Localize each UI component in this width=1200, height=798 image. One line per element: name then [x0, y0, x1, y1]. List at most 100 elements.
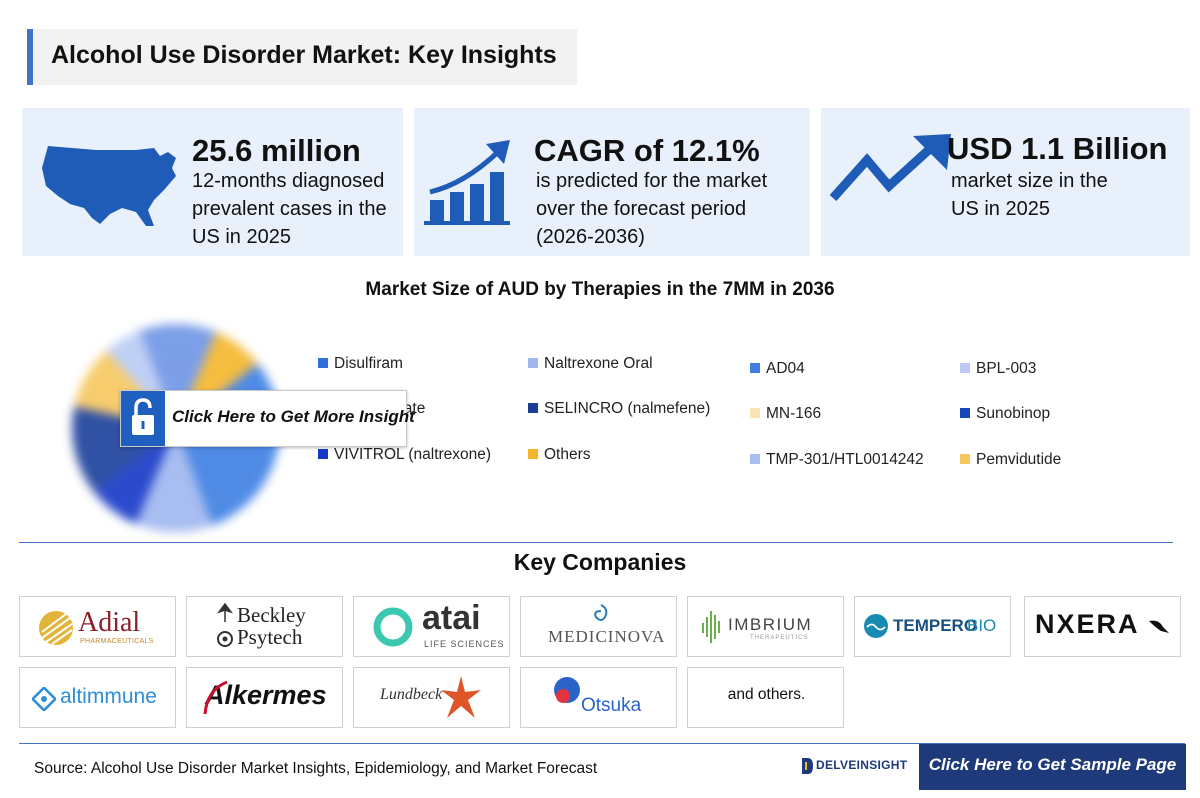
altimmune-name: altimmune [60, 685, 157, 708]
adial-sub: PHARMACEUTICALS [80, 638, 154, 645]
legend-label: MN-166 [766, 405, 822, 422]
footer-divider [19, 743, 1185, 744]
atai-name: atai [422, 599, 481, 637]
legend-swatch [318, 449, 328, 459]
logo-alkermes: Alkermes [186, 667, 343, 728]
pie-chart-svg [72, 324, 280, 532]
beckley-emblem-icon [216, 602, 234, 647]
legend-item: AD04 [750, 360, 805, 378]
imbrium-sub: THERAPEUTICS [750, 635, 809, 641]
kpi-market-size-desc: market size in the US in 2025 [951, 170, 1108, 220]
legend-swatch [528, 449, 538, 459]
adial-sun-icon [39, 611, 73, 645]
header-title-box: Alcohol Use Disorder Market: Key Insight… [27, 29, 577, 85]
legend-label: Disulfiram [334, 355, 403, 372]
logo-atai: atai LIFE SCIENCES [353, 596, 510, 657]
kpi-card-market-size: USD 1.1 Billion market size in the US in… [821, 108, 1190, 256]
otsuka-name: Otsuka [581, 695, 642, 716]
delveinsight-mark-icon [802, 758, 813, 774]
legend-item: Others [528, 446, 591, 464]
legend-item: VIVITROL (naltrexone) [318, 446, 491, 464]
legend-swatch [960, 454, 970, 464]
legend-item: BPL-003 [960, 360, 1036, 378]
growth-bar-chart-icon [424, 140, 510, 225]
chart-title: Market Size of AUD by Therapies in the 7… [365, 279, 835, 300]
lundbeck-name: Lundbeck [380, 686, 443, 703]
pie-slice [135, 428, 213, 532]
nxera-name: NXERA [1035, 609, 1140, 639]
us-map-icon [42, 146, 176, 226]
atai-ring-icon [373, 607, 413, 647]
logo-altimmune: altimmune [19, 667, 176, 728]
and-others-text: and others. [727, 686, 806, 703]
lock-icon [121, 391, 165, 446]
pie-slice [139, 324, 217, 428]
legend-label: Naltrexone Oral [544, 355, 653, 372]
medicinova-swirl-icon [594, 604, 608, 621]
legend-label: Others [544, 446, 591, 463]
tempero-bio-name: BIO [967, 616, 997, 635]
pie-chart [66, 318, 286, 538]
legend-item: MN-166 [750, 405, 821, 423]
legend-label: Pemvidutide [976, 451, 1062, 468]
legend-item: Naltrexone Oral [528, 355, 653, 373]
legend-item: Disulfiram [318, 355, 403, 373]
sample-page-label: Click Here to Get Sample Page [928, 755, 1177, 774]
logo-otsuka: Otsuka [520, 667, 677, 728]
legend-label: TMP-301/HTL0014242 [766, 451, 924, 468]
section-divider [19, 542, 1173, 543]
atai-sub: LIFE SCIENCES [424, 639, 505, 649]
legend-swatch [528, 358, 538, 368]
logo-beckley-psytech: Beckley Psytech [186, 596, 343, 657]
tempero-name: TEMPERO [893, 616, 978, 635]
more-insight-label: Click Here to Get More Insight [172, 407, 415, 426]
legend-swatch [750, 454, 760, 464]
pie-slice [94, 428, 176, 524]
kpi-card-prevalence: 25.6 million 12-months diagnosed prevale… [22, 108, 403, 256]
source-text: Source: Alcohol Use Disorder Market Insi… [34, 760, 598, 777]
legend-swatch [960, 363, 970, 373]
imbrium-bars-icon [702, 611, 720, 643]
legend-swatch [750, 408, 760, 418]
legend-item: TMP-301/HTL0014242 [750, 451, 924, 469]
sample-page-button[interactable]: Click Here to Get Sample Page [919, 744, 1186, 790]
logo-tempero-bio: TEMPERO BIO [854, 596, 1011, 657]
starfish-icon [441, 676, 481, 718]
legend-swatch [528, 403, 538, 413]
adial-name: Adial [78, 607, 141, 638]
logo-lundbeck: Lundbeck [353, 667, 510, 728]
medicinova-name: MEDICINOVA [548, 627, 666, 646]
legend-item: Pemvidutide [960, 451, 1061, 469]
page-title: Alcohol Use Disorder Market: Key Insight… [51, 41, 557, 69]
more-insight-button[interactable]: Click Here to Get More Insight [120, 390, 415, 447]
logo-imbrium: IMBRIUM THERAPEUTICS [687, 596, 844, 657]
legend-item: Sunobinop [960, 405, 1050, 423]
beckley-name: Beckley [237, 603, 306, 627]
kpi-card-cagr: CAGR of 12.1% is predicted for the marke… [414, 108, 810, 256]
logo-and-others: and others. [687, 667, 844, 728]
logo-medicinova: MEDICINOVA [520, 596, 677, 657]
alkermes-swoosh-icon [203, 680, 228, 715]
trend-arrow-icon [829, 134, 951, 202]
legend-label: Sunobinop [976, 405, 1051, 422]
altimmune-diamond-icon [32, 687, 56, 711]
kpi-cagr-value: CAGR of 12.1% [534, 133, 760, 168]
legend-swatch [750, 363, 760, 373]
legend-swatch [318, 358, 328, 368]
logo-nxera: NXERA [1024, 596, 1181, 657]
nxera-wave-icon [1149, 620, 1169, 633]
legend-label: SELINCRO (nalmefene) [544, 400, 711, 417]
psytech-name: Psytech [237, 625, 303, 649]
legend-label: BPL-003 [976, 360, 1037, 377]
kpi-cagr-desc: is predicted for the market over the for… [536, 170, 768, 248]
legend-swatch [960, 408, 970, 418]
companies-title: Key Companies [513, 549, 687, 575]
logo-adial: Adial PHARMACEUTICALS [19, 596, 176, 657]
imbrium-name: IMBRIUM [728, 615, 813, 634]
kpi-prevalence-value: 25.6 million [192, 133, 361, 168]
delveinsight-logo: DELVEINSIGHT [800, 752, 910, 782]
legend-label: AD04 [766, 360, 805, 377]
alkermes-name: Alkermes [205, 680, 327, 710]
delveinsight-name: DELVEINSIGHT [816, 758, 908, 772]
otsuka-drop-icon [554, 677, 580, 703]
